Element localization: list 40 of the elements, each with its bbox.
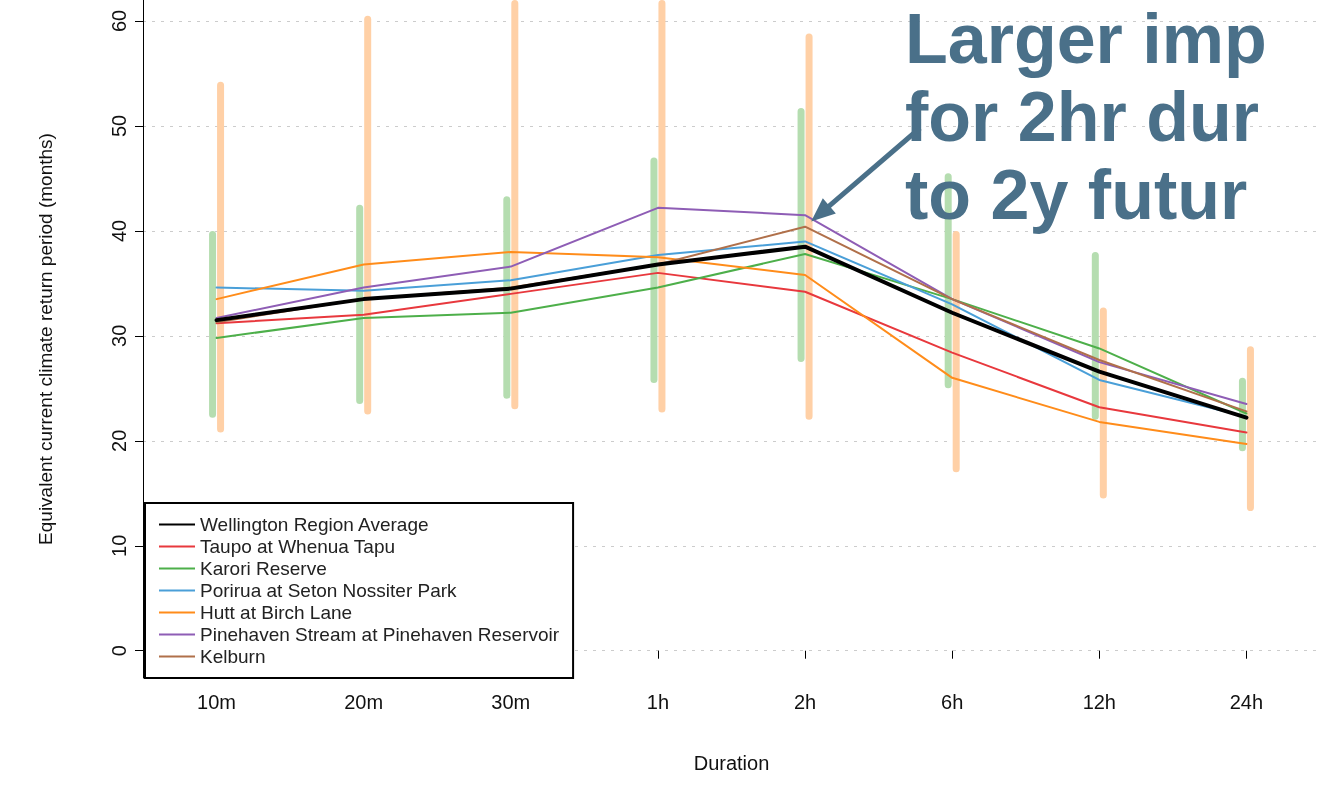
y-tick-label: 0 bbox=[108, 645, 130, 657]
legend-label: Taupo at Whenua Tapu bbox=[200, 536, 396, 557]
legend-label: Wellington Region Average bbox=[200, 514, 429, 535]
x-axis-title: Duration bbox=[693, 752, 770, 774]
x-tick-label: 30m bbox=[491, 691, 531, 713]
line-series bbox=[215, 250, 1248, 445]
bar bbox=[1246, 346, 1254, 512]
bar bbox=[364, 15, 372, 415]
bar bbox=[503, 196, 511, 399]
bar bbox=[797, 108, 805, 363]
y-tick-label: 20 bbox=[108, 429, 130, 452]
annotation: Larger imp for 2hr dur to 2y futur bbox=[905, 0, 1267, 234]
bar bbox=[952, 230, 960, 473]
bar bbox=[356, 204, 364, 405]
y-tick-label: 30 bbox=[108, 324, 130, 347]
x-tick-label: 6h bbox=[941, 691, 964, 713]
bar bbox=[217, 81, 225, 433]
legend-label: Karori Reserve bbox=[200, 558, 327, 579]
x-tick-label: 20m bbox=[344, 691, 384, 713]
y-tick-label: 50 bbox=[108, 114, 130, 138]
y-tick-label: 40 bbox=[108, 219, 130, 243]
bar bbox=[209, 230, 217, 418]
bar bbox=[1099, 307, 1107, 499]
legend-label: Porirua at Seton Nossiter Park bbox=[200, 580, 458, 601]
bar bbox=[658, 0, 666, 413]
legend-label: Kelburn bbox=[200, 646, 266, 667]
bar bbox=[805, 33, 813, 420]
y-axis-title: Equivalent current climate return period (months) bbox=[35, 133, 56, 545]
y-tick-label: 10 bbox=[108, 534, 130, 557]
x-tick-label: 1h bbox=[646, 691, 670, 713]
bar bbox=[511, 0, 519, 410]
y-tick-label: 60 bbox=[108, 9, 130, 33]
legend-label: Hutt at Birch Lane bbox=[200, 602, 353, 623]
x-tick-label: 2h bbox=[793, 691, 817, 713]
legend-label: Pinehaven Stream at Pinehaven Reservoir bbox=[200, 624, 560, 645]
line-series bbox=[215, 271, 1248, 434]
x-tick-label: 12h bbox=[1082, 691, 1116, 713]
x-tick-label: 10m bbox=[197, 691, 237, 713]
x-tick-label: 24h bbox=[1229, 691, 1264, 713]
bar bbox=[650, 157, 658, 384]
